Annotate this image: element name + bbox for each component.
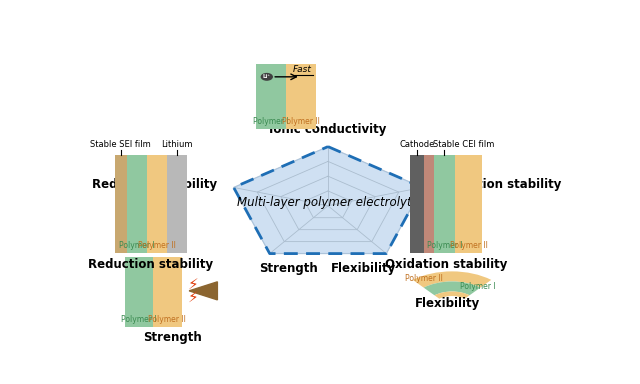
Text: Polymer I: Polymer I xyxy=(119,241,155,250)
Text: Polymer II: Polymer II xyxy=(405,273,443,283)
Circle shape xyxy=(261,74,272,80)
Text: Polymer II: Polymer II xyxy=(449,241,488,250)
Bar xyxy=(410,156,424,253)
Text: Strength: Strength xyxy=(259,262,318,275)
Text: Stable SEI film: Stable SEI film xyxy=(90,140,151,149)
Text: Flexibility: Flexibility xyxy=(332,262,397,275)
Wedge shape xyxy=(413,271,492,288)
Bar xyxy=(167,156,187,253)
Text: Multi-layer polymer electrolyte: Multi-layer polymer electrolyte xyxy=(237,196,419,209)
Bar xyxy=(256,64,286,129)
Text: ⚡: ⚡ xyxy=(188,290,198,305)
Text: Polymer II: Polymer II xyxy=(148,315,186,324)
Text: Reduction stability: Reduction stability xyxy=(88,258,213,271)
Bar xyxy=(147,156,167,253)
Text: Fast: Fast xyxy=(293,65,312,74)
Text: Li⁺: Li⁺ xyxy=(263,74,271,79)
Text: Polymer II: Polymer II xyxy=(138,241,176,250)
Text: ⚡: ⚡ xyxy=(188,276,198,291)
Bar xyxy=(433,156,455,253)
Bar xyxy=(286,64,316,129)
Bar xyxy=(455,156,482,253)
Text: Stable CEI film: Stable CEI film xyxy=(433,140,495,149)
Text: Strength: Strength xyxy=(143,331,202,344)
Text: Ionic conductivity: Ionic conductivity xyxy=(269,123,387,136)
Text: Polymer I: Polymer I xyxy=(253,117,289,126)
Text: Flexibility: Flexibility xyxy=(415,297,479,310)
Bar xyxy=(115,156,127,253)
Text: Reduction stability: Reduction stability xyxy=(92,178,217,191)
Text: Polymer I: Polymer I xyxy=(426,241,462,250)
Bar xyxy=(153,258,182,327)
Text: Oxidation stability: Oxidation stability xyxy=(439,178,561,191)
Wedge shape xyxy=(424,281,481,295)
Wedge shape xyxy=(435,291,470,299)
Text: Cathode: Cathode xyxy=(399,140,435,149)
Polygon shape xyxy=(189,282,218,300)
Text: Polymer I: Polymer I xyxy=(121,315,157,324)
Bar xyxy=(127,156,147,253)
Text: Oxidation stability: Oxidation stability xyxy=(385,258,507,271)
Text: Lithium: Lithium xyxy=(161,140,193,149)
Text: Polymer I: Polymer I xyxy=(460,282,496,291)
Bar xyxy=(125,258,153,327)
Text: Polymer II: Polymer II xyxy=(282,117,319,126)
Polygon shape xyxy=(234,147,422,253)
Bar xyxy=(424,156,433,253)
